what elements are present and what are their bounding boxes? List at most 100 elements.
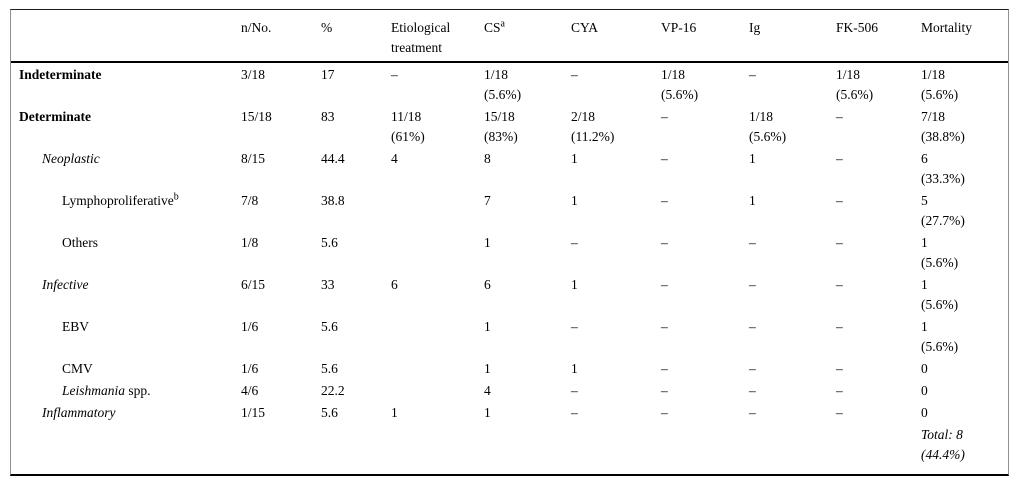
cell-cmv-mortality: 0	[921, 361, 928, 376]
cs-superscript: a	[500, 18, 505, 30]
cell-inflammatory-etiological-treatment: 1	[391, 405, 398, 420]
cell-total-ig	[749, 423, 836, 467]
cell-neoplastic-ig: 1	[749, 151, 756, 166]
cell-determinate-n-no: 15/18	[241, 109, 272, 124]
row-label-cell-others: Others	[11, 231, 241, 273]
cell-determinate-fk-506: –	[836, 109, 843, 124]
cell-leishmania-vp-16: –	[661, 383, 668, 398]
cell-determinate-ig: 1/18 (5.6%)	[749, 109, 787, 144]
cell-lymphoproliferative-etiological-treatment	[391, 189, 484, 231]
cell-inflammatory-mortality: 0	[921, 405, 928, 420]
row-label-superscript: b	[173, 191, 179, 203]
cell-leishmania-mortality: 0	[921, 383, 928, 398]
row-label-cell-leishmania: Leishmania spp.	[11, 379, 241, 401]
row-label: CMV	[62, 361, 93, 376]
cell-total-fk-506	[836, 423, 921, 467]
cell-lymphoproliferative-cya: 1	[571, 193, 578, 208]
col-header-blank	[11, 10, 241, 62]
row-cmv: CMV 1/6 5.6 1 1 – – – 0	[11, 357, 1008, 379]
cell-total-mortality: Total: 8 (44.4%)	[921, 427, 965, 462]
cell-neoplastic-mortality: 6 (33.3%)	[921, 151, 965, 186]
col-header-cya: CYA	[571, 20, 599, 35]
cell-infective-cs: 6	[484, 277, 491, 292]
row-label: Determinate	[19, 109, 91, 124]
cell-others-ig: –	[749, 235, 756, 250]
cell-neoplastic-cs: 8	[484, 151, 491, 166]
cell-total-cya	[571, 423, 661, 467]
cell-others-mortality: 1 (5.6%)	[921, 235, 959, 270]
cell-ebv-percent: 5.6	[321, 319, 338, 334]
cell-others-cya: –	[571, 235, 578, 250]
cell-total-etiological-treatment	[391, 423, 484, 467]
cell-others-cs: 1	[484, 235, 491, 250]
row-label-suffix: spp.	[125, 383, 151, 398]
cell-determinate-cs: 15/18 (83%)	[484, 109, 518, 144]
cell-leishmania-fk-506: –	[836, 383, 843, 398]
cell-total-percent	[321, 423, 391, 467]
cell-infective-fk-506: –	[836, 277, 843, 292]
row-label: Others	[62, 235, 98, 250]
row-label: Inflammatory	[42, 405, 116, 420]
row-label: EBV	[62, 319, 89, 334]
row-neoplastic: Neoplastic 8/15 44.4 4 8 1 – 1 – 6 (33.3%)	[11, 147, 1008, 189]
cell-inflammatory-percent: 5.6	[321, 405, 338, 420]
cell-neoplastic-vp-16: –	[661, 151, 668, 166]
col-header-cs: CSa	[484, 18, 505, 35]
row-others: Others 1/8 5.6 1 – – – – 1 (5.6%)	[11, 231, 1008, 273]
cell-others-n-no: 1/8	[241, 235, 259, 250]
cell-cmv-etiological-treatment	[391, 357, 484, 379]
cell-ebv-n-no: 1/6	[241, 319, 259, 334]
cell-infective-etiological-treatment: 6	[391, 277, 398, 292]
cell-ebv-vp-16: –	[661, 319, 668, 334]
col-header-ig: Ig	[749, 20, 761, 35]
row-leishmania: Leishmania spp. 4/6 22.2 4– – – –0	[11, 379, 1008, 401]
cell-determinate-vp-16: –	[661, 109, 668, 124]
cell-indeterminate-cya: –	[571, 67, 578, 82]
cell-cmv-fk-506: –	[836, 361, 843, 376]
cell-inflammatory-fk-506: –	[836, 405, 843, 420]
row-lymphoproliferative: Lymphoproliferativeb 7/8 38.8 7 1–1–5 (27.7%…	[11, 189, 1008, 231]
cell-determinate-mortality: 7/18 (38.8%)	[921, 109, 965, 144]
cell-neoplastic-percent: 44.4	[321, 151, 345, 166]
row-label-cell-ebv: EBV	[11, 315, 241, 357]
cell-indeterminate-mortality: 1/18 (5.6%)	[921, 67, 959, 102]
cell-indeterminate-etiological-treatment: –	[391, 67, 398, 82]
cell-indeterminate-n-no: 3/18	[241, 67, 266, 82]
cell-leishmania-n-no: 4/6	[241, 383, 259, 398]
cell-indeterminate-fk-506: 1/18 (5.6%)	[836, 67, 874, 102]
cell-total-n-no	[241, 423, 321, 467]
cell-cmv-vp-16: –	[661, 361, 668, 376]
cell-lymphoproliferative-percent: 38.8	[321, 193, 345, 208]
row-label-cell-determinate: Determinate	[11, 105, 241, 147]
cell-inflammatory-n-no: 1/15	[241, 405, 266, 420]
cell-total-vp-16	[661, 423, 749, 467]
row-determinate: Determinate 15/18 83 11/18 (61%) 15/18 (83%)…	[11, 105, 1008, 147]
cell-neoplastic-fk-506: –	[836, 151, 843, 166]
cell-total-cs	[484, 423, 571, 467]
row-inflammatory: Inflammatory 1/15 5.6 1 1 – – – – 0	[11, 401, 1008, 423]
row-total: Total: 8 (44.4%)	[11, 423, 1008, 467]
col-header-n-no: n/No.	[241, 20, 272, 35]
cell-ebv-ig: –	[749, 319, 756, 334]
cell-infective-percent: 33	[321, 277, 335, 292]
cell-determinate-etiological-treatment: 11/18 (61%)	[391, 109, 425, 144]
cell-neoplastic-n-no: 8/15	[241, 151, 266, 166]
cell-cmv-cs: 1	[484, 361, 491, 376]
outcome-table: n/No. % Etiological treatment CSa CYA VP…	[10, 9, 1009, 476]
row-label: Infective	[42, 277, 89, 292]
cell-leishmania-etiological-treatment	[391, 379, 484, 401]
cell-indeterminate-cs: 1/18 (5.6%)	[484, 67, 522, 102]
cell-lymphoproliferative-mortality: 5 (27.7%)	[921, 193, 965, 228]
cell-ebv-cs: 1	[484, 319, 491, 334]
col-header-vp-16: VP-16	[661, 20, 697, 35]
data-table: n/No. % Etiological treatment CSa CYA VP…	[11, 10, 1008, 467]
cell-lymphoproliferative-fk-506: –	[836, 193, 843, 208]
cell-ebv-etiological-treatment	[391, 315, 484, 357]
cell-leishmania-cya: –	[571, 383, 578, 398]
row-label-cell-neoplastic: Neoplastic	[11, 147, 241, 189]
cell-inflammatory-cya: –	[571, 405, 578, 420]
cell-ebv-fk-506: –	[836, 319, 843, 334]
col-header-percent: %	[321, 20, 333, 35]
cell-others-vp-16: –	[661, 235, 668, 250]
